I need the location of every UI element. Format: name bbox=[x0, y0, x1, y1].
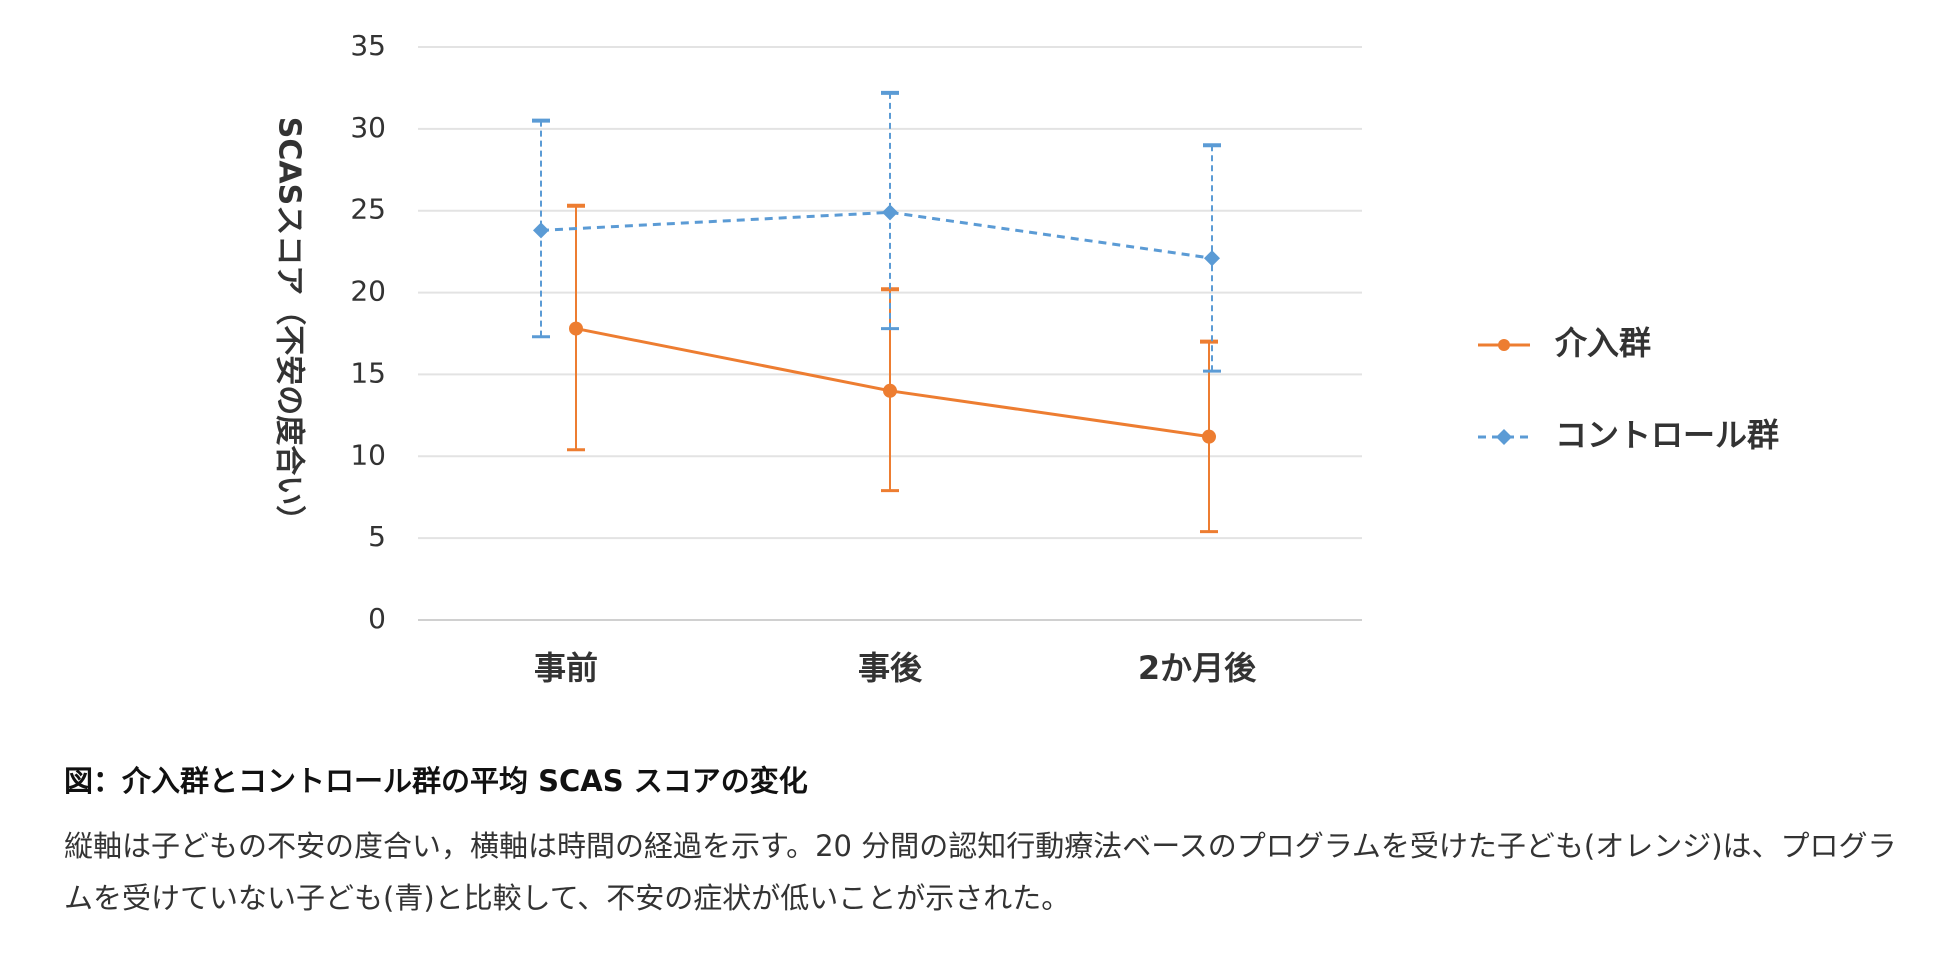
legend-label: コントロール群 bbox=[1555, 416, 1779, 454]
series-control bbox=[532, 90, 1221, 373]
data-point bbox=[882, 204, 898, 221]
legend-swatch-marker bbox=[1496, 429, 1512, 445]
x-category-label: 事後 bbox=[858, 649, 923, 687]
y-tick-label: 20 bbox=[350, 275, 386, 308]
figure-caption-title: 図：介入群とコントロール群の平均 SCAS スコアの変化 bbox=[64, 764, 808, 798]
data-point bbox=[533, 222, 549, 239]
x-category-label: 2か月後 bbox=[1138, 649, 1257, 687]
y-tick-label: 10 bbox=[350, 438, 386, 471]
y-tick-label: 5 bbox=[368, 520, 386, 553]
series-line bbox=[575, 327, 1210, 439]
data-point bbox=[1202, 429, 1216, 444]
legend-swatch-marker bbox=[1498, 339, 1510, 351]
y-axis-ticks: 0 5 10 15 20 25 30 35 bbox=[350, 29, 386, 635]
y-tick-label: 30 bbox=[350, 111, 386, 144]
data-point bbox=[569, 321, 583, 336]
y-tick-label: 25 bbox=[350, 193, 386, 226]
y-tick-label: 0 bbox=[368, 602, 386, 635]
y-tick-label: 15 bbox=[350, 356, 386, 389]
x-axis-categories: 事前 事後 2か月後 bbox=[534, 649, 1257, 687]
data-point bbox=[883, 383, 897, 398]
y-tick-label: 35 bbox=[350, 29, 386, 62]
series-intervention bbox=[567, 203, 1218, 534]
series-line bbox=[540, 210, 1213, 260]
series-layer bbox=[532, 90, 1221, 534]
y-axis-label: SCASスコア（不安の度合い） bbox=[272, 117, 307, 535]
figure-caption-body: 縦軸は子どもの不安の度合い，横軸は時間の経過を示す。20 分間の認知行動療法ベー… bbox=[64, 829, 1897, 915]
legend-label: 介入群 bbox=[1554, 324, 1651, 362]
data-point bbox=[1204, 250, 1220, 267]
y-axis-label-group: SCASスコア（不安の度合い） bbox=[272, 117, 307, 535]
x-category-label: 事前 bbox=[534, 649, 598, 687]
